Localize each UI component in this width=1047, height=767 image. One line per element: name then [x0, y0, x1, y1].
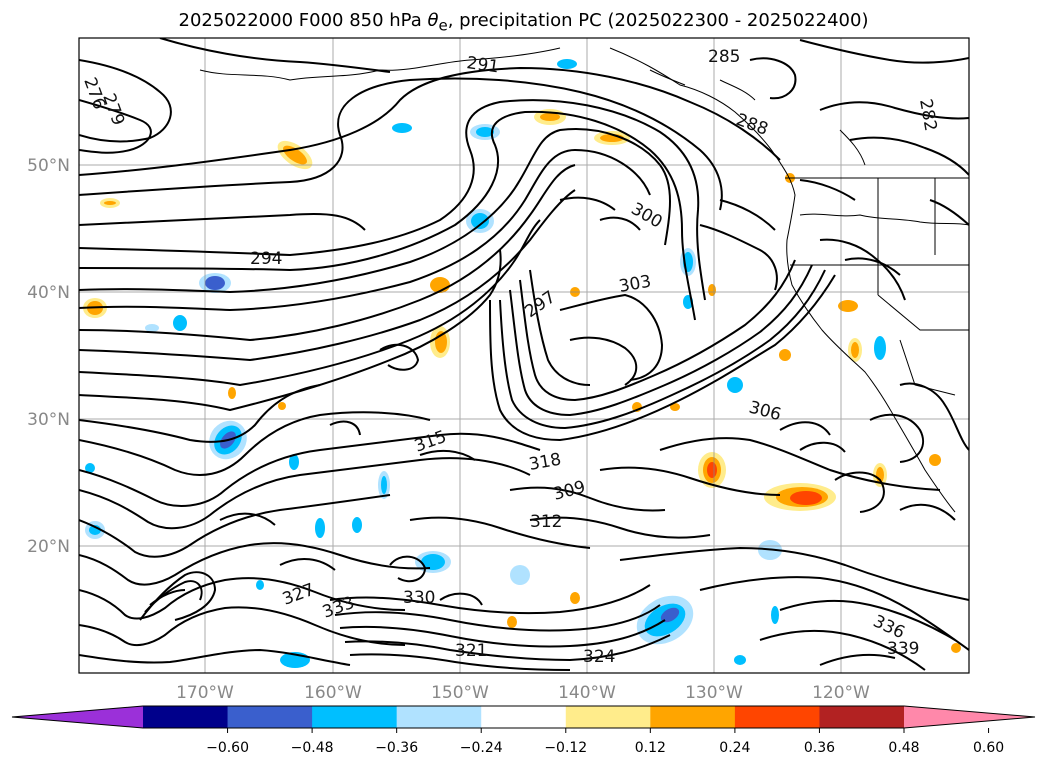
colorbar-bin-3 — [312, 706, 398, 728]
contour-label-285: 285 — [708, 47, 740, 67]
lat-label-20n: 20°N — [27, 537, 70, 557]
lat-label-40n: 40°N — [27, 283, 70, 303]
colorbar-tick-label: −0.60 — [206, 740, 249, 756]
colorbar-bin-7 — [650, 706, 736, 728]
colorbar-bin-8 — [734, 706, 820, 728]
colorbar-tick-label: −0.12 — [544, 740, 587, 756]
colorbar-tick-label: −0.48 — [291, 740, 334, 756]
colorbar-tick-label: 0.36 — [804, 740, 835, 756]
colorbar: −0.60 −0.48 −0.36 −0.24 −0.12 0.12 0.24 0.36 0.4… — [11, 705, 1036, 756]
colorbar-bin-1 — [143, 706, 229, 728]
contour-label-291: 291 — [465, 53, 500, 77]
lon-label-150w: 150°W — [431, 683, 489, 703]
lon-label-130w: 130°W — [685, 683, 743, 703]
colorbar-outline — [11, 705, 1036, 729]
colorbar-extend-low — [12, 706, 143, 728]
colorbar-tick-label: −0.36 — [375, 740, 418, 756]
colorbar-tick-label: 0.12 — [635, 740, 666, 756]
latitude-labels: 50°N 40°N 30°N 20°N — [27, 156, 70, 557]
colorbar-bin-4 — [396, 706, 482, 728]
colorbar-bin-5 — [481, 706, 567, 728]
contour-label-321: 321 — [455, 641, 487, 661]
theta-e-contours — [79, 38, 969, 671]
map-title: 2025022000 F000 850 hPa θe, precipitatio… — [178, 10, 869, 35]
lat-label-30n: 30°N — [27, 410, 70, 430]
colorbar-tick-label: 0.60 — [973, 740, 1004, 756]
colorbar-extend-high — [904, 706, 1035, 728]
colorbar-bin-6 — [565, 706, 651, 728]
lon-label-170w: 170°W — [176, 683, 234, 703]
longitude-labels: 170°W 160°W 150°W 140°W 130°W 120°W — [176, 683, 870, 703]
map-panel: 276 279 282 285 288 291 294 297 300 303 … — [79, 38, 969, 673]
colorbar-tick-label: 0.24 — [719, 740, 750, 756]
lon-label-160w: 160°W — [304, 683, 362, 703]
map-frame — [78, 37, 970, 674]
contour-label-339: 339 — [887, 639, 919, 659]
contour-label-294: 294 — [250, 249, 282, 269]
lon-label-120w: 120°W — [812, 683, 870, 703]
contour-label-330: 330 — [403, 588, 435, 608]
colorbar-bin-2 — [227, 706, 313, 728]
colorbar-tick-label: 0.48 — [888, 740, 919, 756]
colorbar-bin-9 — [819, 706, 905, 728]
contour-label-324: 324 — [583, 647, 615, 667]
lon-label-140w: 140°W — [558, 683, 616, 703]
lat-label-50n: 50°N — [27, 156, 70, 176]
colorbar-tick-label: −0.24 — [460, 740, 503, 756]
contour-label-312: 312 — [530, 512, 562, 532]
